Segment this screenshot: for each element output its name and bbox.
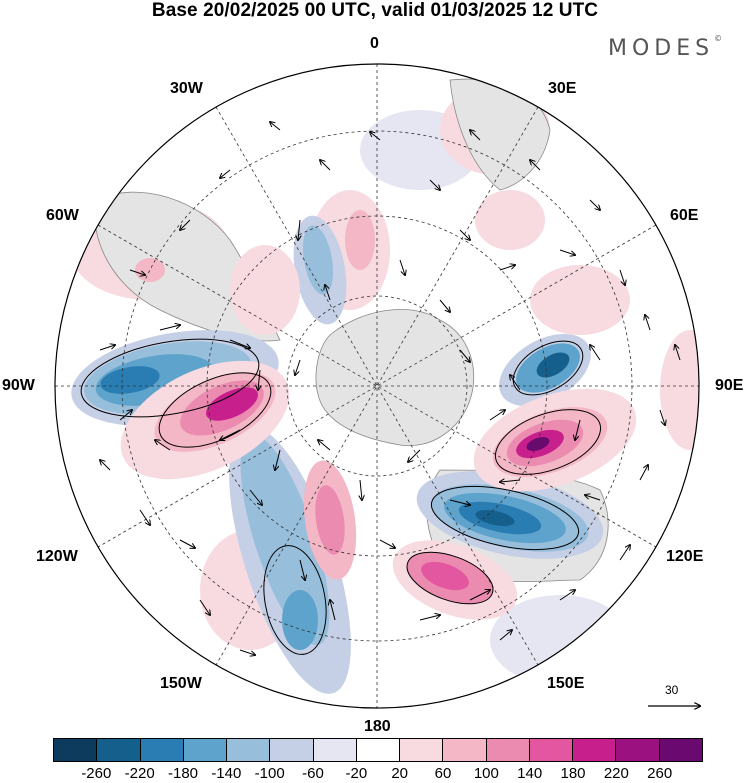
- wind-vectors: [100, 122, 681, 655]
- lon-label-90e: 90E: [715, 377, 744, 394]
- colorbar-ticks: -260 -220 -180 -140 -100 -60 -20 20 60 100 140 180 2…: [53, 765, 703, 783]
- colorbar-tick-label: 20: [391, 765, 408, 782]
- colorbar-tick-label: 260: [647, 765, 673, 782]
- anomaly-light-pos: [660, 330, 699, 450]
- map-border: [54, 63, 700, 709]
- colorbar-swatch: [573, 739, 617, 761]
- colorbar-swatch: [313, 739, 357, 761]
- lon-label-30w: 30W: [170, 80, 203, 97]
- colorbar-tick-label: -180: [167, 765, 199, 782]
- lon-label-120e: 120E: [666, 548, 704, 565]
- colorbar-tick-label: 180: [560, 765, 586, 782]
- negative-anomaly-east: [499, 333, 591, 407]
- lon-label-150e: 150E: [547, 675, 585, 692]
- colorbar-swatch: [400, 739, 444, 761]
- colorbar-swatch: [486, 739, 530, 761]
- lon-label-60w: 60W: [46, 207, 79, 224]
- colorbar-swatch: [227, 739, 271, 761]
- negative-anomaly-north: [293, 215, 347, 325]
- lon-label-180: 180: [364, 718, 391, 735]
- colorbar-swatch: [54, 739, 98, 761]
- colorbar-swatch: [529, 739, 574, 761]
- colorbar-tick-label: -60: [302, 765, 324, 782]
- colorbar-tick-label: 60: [434, 765, 452, 782]
- graticule: [55, 64, 699, 708]
- contours: [80, 338, 602, 655]
- lon-label-30e: 30E: [548, 80, 577, 97]
- colorbar-swatch: [443, 739, 487, 761]
- lon-label-60e: 60E: [670, 207, 699, 224]
- colorbar-swatch: [616, 739, 660, 761]
- copyright-mark: ©: [714, 34, 723, 43]
- lon-label-90w: 90W: [2, 377, 35, 394]
- modes-logo: MODES©: [608, 34, 722, 61]
- anomaly-light-pos: [475, 190, 545, 250]
- negative-anomaly-southwest: [229, 426, 351, 694]
- colorbar-swatch: [356, 739, 401, 761]
- colorbar-tick-label: -20: [345, 765, 368, 782]
- colorbar-tick-label: 100: [473, 765, 499, 782]
- colorbar-tick-label: -220: [124, 765, 155, 782]
- positive-anomaly-north: [135, 210, 375, 335]
- colorbar: [53, 738, 703, 762]
- lon-label-150w: 150W: [160, 675, 202, 692]
- lon-label-120w: 120W: [36, 548, 78, 565]
- colorbar-swatch: [97, 739, 141, 761]
- colorbar-tick-label: -100: [254, 765, 285, 782]
- colorbar-tick-label: 220: [603, 765, 629, 782]
- lon-label-0: 0: [370, 35, 379, 52]
- positive-anomaly-west: [120, 360, 290, 480]
- antarctica-land: [315, 309, 475, 447]
- logo-text: MODES: [608, 36, 715, 61]
- colorbar-tick-label: -140: [211, 765, 242, 782]
- colorbar-tick-label: -260: [81, 765, 112, 782]
- colorbar-swatch: [183, 739, 228, 761]
- colorbar-swatch: [140, 739, 184, 761]
- colorbar-tick-label: 140: [517, 765, 543, 782]
- anomaly-light-pos: [530, 265, 630, 335]
- map-title: Base 20/02/2025 00 UTC, valid 01/03/2025…: [151, 0, 599, 21]
- colorbar-swatch: [270, 739, 314, 761]
- reference-vector-label: 30: [665, 683, 679, 697]
- positive-anomaly-center-south: [303, 460, 357, 580]
- colorbar-swatch: [659, 739, 702, 761]
